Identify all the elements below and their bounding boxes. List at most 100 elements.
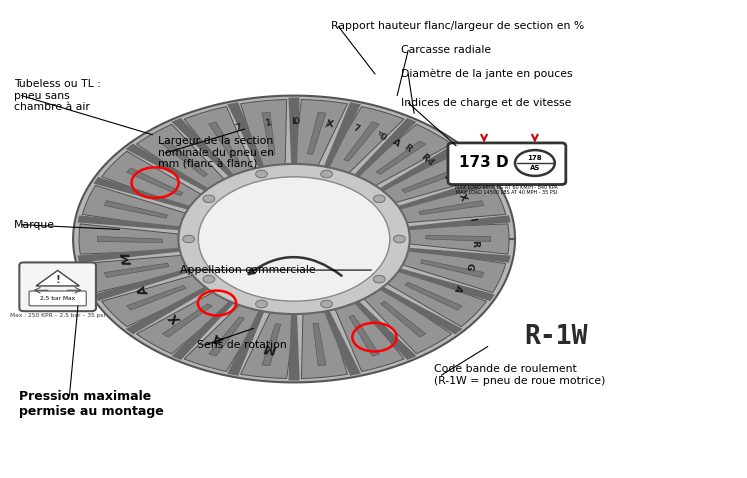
Text: Indices de charge et de vitesse: Indices de charge et de vitesse: [401, 98, 571, 108]
Polygon shape: [125, 143, 211, 193]
Polygon shape: [209, 122, 239, 163]
Polygon shape: [241, 99, 287, 167]
Polygon shape: [262, 112, 275, 155]
Polygon shape: [105, 201, 167, 218]
Text: I: I: [468, 217, 477, 222]
Text: Tubeless ou TL :
pneu sans
chambre à air: Tubeless ou TL : pneu sans chambre à air: [14, 79, 101, 112]
Polygon shape: [405, 215, 510, 230]
Text: A: A: [391, 137, 402, 148]
Polygon shape: [73, 96, 515, 382]
Circle shape: [203, 275, 214, 283]
Text: X: X: [326, 119, 335, 130]
Polygon shape: [349, 315, 379, 356]
Text: Code bande de roulement
(R-1W = pneu de roue motrice): Code bande de roulement (R-1W = pneu de …: [434, 364, 605, 386]
Circle shape: [255, 300, 267, 308]
Text: M: M: [120, 251, 134, 265]
Polygon shape: [364, 288, 452, 354]
Polygon shape: [288, 312, 300, 380]
Polygon shape: [82, 185, 185, 229]
Polygon shape: [405, 248, 510, 263]
Polygon shape: [308, 112, 326, 154]
Text: 7: 7: [351, 124, 360, 134]
Polygon shape: [344, 122, 379, 161]
Polygon shape: [241, 313, 295, 379]
Polygon shape: [184, 305, 262, 371]
Text: G: G: [465, 261, 475, 271]
Polygon shape: [353, 118, 417, 178]
Polygon shape: [36, 271, 79, 286]
Polygon shape: [172, 300, 235, 360]
Text: Marque: Marque: [14, 220, 55, 229]
Polygon shape: [399, 185, 506, 223]
Text: 1: 1: [264, 118, 271, 128]
Text: Appellation commerciale: Appellation commerciale: [180, 265, 315, 275]
Polygon shape: [421, 260, 484, 277]
Polygon shape: [79, 224, 180, 254]
Circle shape: [203, 195, 214, 203]
Polygon shape: [302, 311, 347, 379]
Circle shape: [179, 164, 409, 314]
Circle shape: [394, 235, 406, 243]
Polygon shape: [126, 168, 183, 196]
Text: Diamètre de la jante en pouces: Diamètre de la jante en pouces: [401, 69, 572, 79]
Polygon shape: [78, 215, 183, 230]
Polygon shape: [209, 317, 244, 356]
Text: Rapport hauteur flanc/largeur de section en %: Rapport hauteur flanc/largeur de section…: [331, 22, 584, 31]
Circle shape: [198, 177, 390, 301]
Text: /: /: [324, 119, 329, 129]
Polygon shape: [387, 270, 486, 327]
Polygon shape: [395, 177, 495, 210]
Polygon shape: [172, 118, 235, 178]
Text: A: A: [137, 283, 152, 298]
Circle shape: [320, 300, 332, 308]
Polygon shape: [126, 285, 186, 310]
Polygon shape: [402, 168, 462, 193]
Polygon shape: [262, 324, 281, 366]
Text: M: M: [264, 340, 278, 355]
FancyBboxPatch shape: [29, 291, 86, 306]
Text: Pression maximale
permise au montage: Pression maximale permise au montage: [19, 390, 164, 418]
Text: 4: 4: [424, 156, 435, 167]
Text: Largeur de la section
nominale du pneu en
mm (flanc à flanc): Largeur de la section nominale du pneu e…: [158, 136, 274, 170]
Text: X: X: [168, 310, 185, 326]
Text: A: A: [213, 330, 227, 346]
Text: TL: TL: [375, 130, 385, 139]
Polygon shape: [137, 124, 224, 190]
Circle shape: [374, 195, 385, 203]
Polygon shape: [381, 151, 486, 203]
Text: Carcasse radiale: Carcasse radiale: [401, 45, 491, 55]
Polygon shape: [137, 293, 232, 354]
Polygon shape: [395, 268, 495, 301]
Polygon shape: [293, 99, 347, 165]
Text: MAX LOAD 6600 KG AT 60 KM/H - 840 KPA
MAX LOAD 14500 LBS AT 40 MPH - 35 PSI: MAX LOAD 6600 KG AT 60 KM/H - 840 KPA MA…: [456, 184, 558, 195]
Polygon shape: [227, 309, 265, 376]
Polygon shape: [78, 248, 183, 263]
Polygon shape: [323, 309, 361, 376]
Polygon shape: [377, 285, 462, 335]
Polygon shape: [288, 98, 300, 166]
Circle shape: [183, 235, 195, 243]
Circle shape: [374, 275, 385, 283]
FancyBboxPatch shape: [448, 143, 565, 185]
Text: 178: 178: [527, 155, 542, 161]
Polygon shape: [162, 141, 208, 177]
Text: Sens de rotation: Sens de rotation: [197, 340, 287, 350]
Polygon shape: [93, 177, 193, 210]
Polygon shape: [162, 304, 212, 337]
Text: 0: 0: [294, 118, 300, 127]
Text: A: A: [452, 283, 463, 293]
FancyBboxPatch shape: [19, 262, 96, 311]
Text: R: R: [402, 142, 413, 153]
Polygon shape: [419, 201, 484, 215]
Polygon shape: [353, 300, 417, 360]
Text: L: L: [291, 118, 297, 126]
Polygon shape: [409, 224, 509, 254]
Polygon shape: [102, 275, 208, 327]
Polygon shape: [380, 301, 426, 337]
Text: R: R: [470, 239, 479, 247]
Text: X: X: [457, 192, 468, 202]
Polygon shape: [313, 323, 326, 366]
Polygon shape: [102, 151, 201, 208]
Polygon shape: [377, 143, 462, 193]
Polygon shape: [125, 285, 211, 335]
